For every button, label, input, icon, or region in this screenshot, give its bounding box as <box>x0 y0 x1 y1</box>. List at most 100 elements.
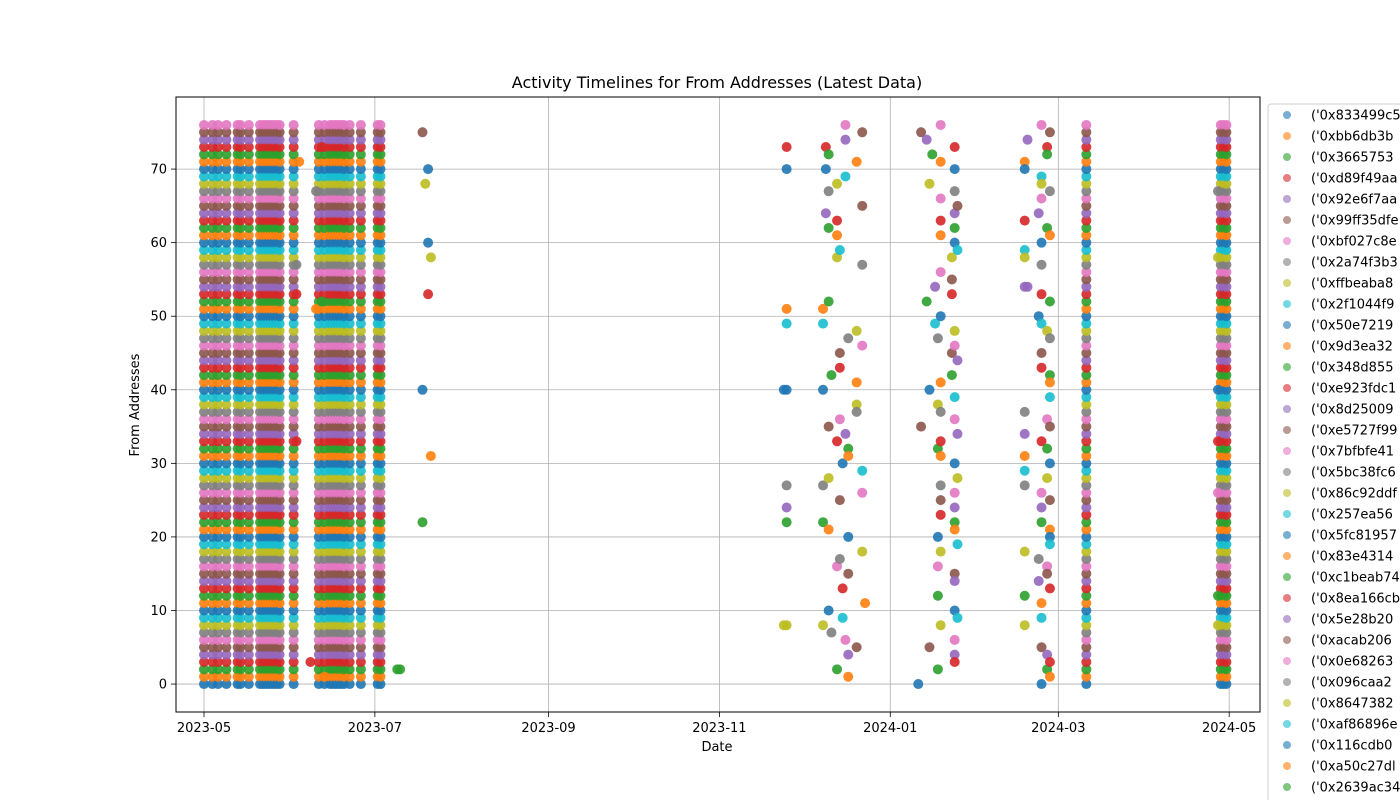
data-point <box>221 656 232 667</box>
legend-marker <box>1283 531 1291 539</box>
data-point <box>199 134 210 145</box>
data-point <box>1081 318 1092 329</box>
data-point <box>221 340 232 351</box>
data-point <box>274 215 285 226</box>
data-point <box>274 598 285 609</box>
data-point <box>243 612 254 623</box>
data-point <box>1221 553 1232 564</box>
data-point <box>924 178 935 189</box>
data-point <box>235 612 246 623</box>
data-point <box>1221 267 1232 278</box>
data-point <box>243 414 254 425</box>
data-point <box>235 274 246 285</box>
data-point <box>832 436 843 447</box>
data-point <box>288 164 299 175</box>
data-point <box>375 259 386 270</box>
data-point <box>355 627 366 638</box>
data-point <box>949 634 960 645</box>
data-point <box>375 333 386 344</box>
data-point <box>344 671 355 682</box>
data-point <box>818 480 829 491</box>
data-point <box>344 465 355 476</box>
data-point <box>213 186 224 197</box>
legend-marker <box>1283 153 1291 161</box>
data-point <box>344 193 355 204</box>
data-point <box>213 119 224 130</box>
data-point <box>274 509 285 520</box>
data-point <box>235 340 246 351</box>
data-point <box>213 355 224 366</box>
data-point <box>288 568 299 579</box>
data-point <box>221 303 232 314</box>
data-point <box>781 480 792 491</box>
data-point <box>375 392 386 403</box>
data-point <box>288 311 299 322</box>
data-point <box>213 612 224 623</box>
legend-marker <box>1283 783 1291 791</box>
legend-marker <box>1283 195 1291 203</box>
data-point <box>1081 664 1092 675</box>
data-point <box>344 634 355 645</box>
data-point <box>243 142 254 153</box>
data-point <box>1081 296 1092 307</box>
data-point <box>274 274 285 285</box>
data-point <box>199 193 210 204</box>
data-point <box>274 340 285 351</box>
data-point <box>199 679 210 690</box>
data-point <box>243 539 254 550</box>
data-point <box>375 186 386 197</box>
data-point <box>221 399 232 410</box>
data-point <box>1044 495 1055 506</box>
data-point <box>221 193 232 204</box>
data-point <box>288 679 299 690</box>
data-point <box>834 245 845 256</box>
data-point <box>221 598 232 609</box>
data-point <box>832 664 843 675</box>
data-point <box>199 450 210 461</box>
data-point <box>1081 583 1092 594</box>
data-point <box>199 598 210 609</box>
data-point <box>221 642 232 653</box>
data-point <box>355 267 366 278</box>
data-point <box>288 576 299 587</box>
data-point <box>355 370 366 381</box>
data-point <box>199 671 210 682</box>
data-point <box>1081 193 1092 204</box>
data-point <box>355 325 366 336</box>
data-point <box>355 245 366 256</box>
data-point <box>781 517 792 528</box>
data-point <box>274 355 285 366</box>
legend-entry-label: ('0xacab206 <box>1311 634 1392 649</box>
data-point <box>235 222 246 233</box>
data-point <box>949 142 960 153</box>
data-point <box>1044 333 1055 344</box>
data-point <box>1221 237 1232 248</box>
data-point <box>213 620 224 631</box>
data-point <box>1081 576 1092 587</box>
data-point <box>355 656 366 667</box>
chart-title: Activity Timelines for From Addresses (L… <box>512 73 922 92</box>
data-point <box>221 627 232 638</box>
data-point <box>1221 348 1232 359</box>
data-point <box>274 208 285 219</box>
data-point <box>375 149 386 160</box>
data-point <box>1081 509 1092 520</box>
data-point <box>243 531 254 542</box>
data-point <box>1081 679 1092 690</box>
data-point <box>221 149 232 160</box>
data-point <box>243 679 254 690</box>
data-point <box>199 325 210 336</box>
data-point <box>213 642 224 653</box>
data-point <box>355 495 366 506</box>
data-point <box>243 465 254 476</box>
data-point <box>375 384 386 395</box>
data-point <box>1081 590 1092 601</box>
data-point <box>818 517 829 528</box>
data-point <box>221 200 232 211</box>
data-point <box>375 436 386 447</box>
data-point <box>949 458 960 469</box>
data-point <box>1019 252 1030 263</box>
data-point <box>935 377 946 388</box>
data-point <box>1081 561 1092 572</box>
data-point <box>199 171 210 182</box>
